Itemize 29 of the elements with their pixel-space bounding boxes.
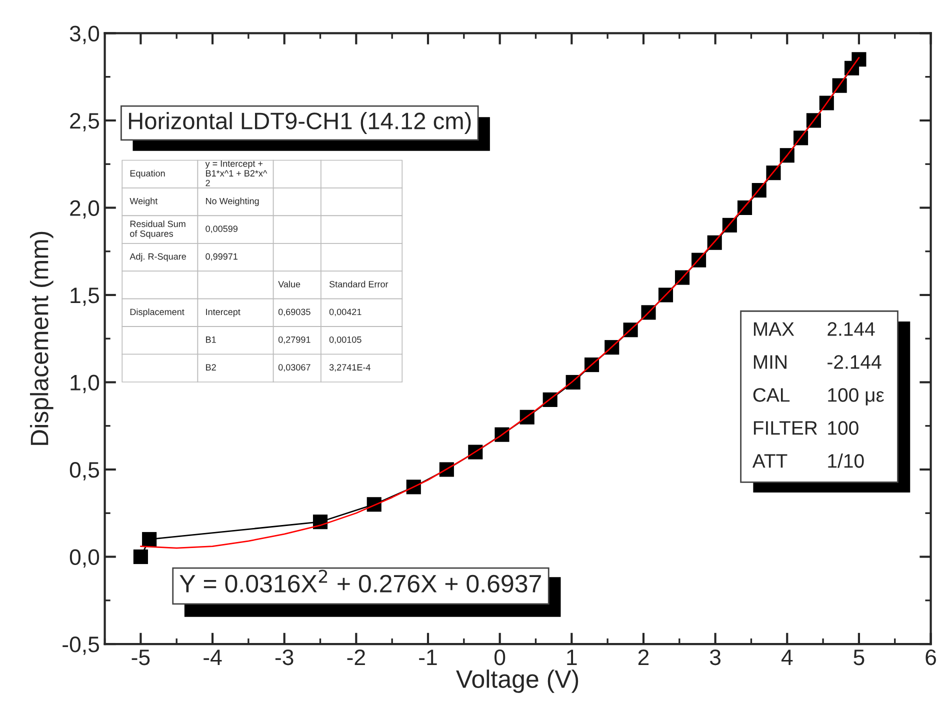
x-tick-label: -4 [204,650,222,665]
x-tick-label: -1 [419,650,437,665]
point [852,52,866,67]
annotation: Horizontal LDT9-CH1 (14.12 cm) [129,112,471,134]
x-tick-label: 1 [567,650,577,665]
y-tick-label: 2,5 [70,113,99,132]
y-tick-label: 0,0 [70,549,100,568]
text: Equation y = Intercept + B1*x^1 + B2*x^ 2 Weight No Weighting Residual Sum of Squares 0,00599 Adj. R-Square 0,99971 Value Standard Error Displacement Intercept 0,69035 0,00421 B1 0,27991 0,00105 B2 0,03067 3,2741E-4 [130,160,388,372]
y-tick-label: 1,0 [70,374,100,394]
annotation: Y = 0.0316X$^{2}$ + 0.276X + 0.6937 [180,570,541,593]
y-tick-label: 3,0 [70,26,100,44]
y-tick-label: 2,0 [70,200,100,219]
point [142,532,157,547]
x-tick-label: 6 [926,649,936,666]
y-tick-label: -0,5 [62,636,99,655]
x-tick-label: -3 [275,649,294,666]
x-axis-title: Voltage (V) [456,670,578,693]
x-tick-label: 4 [781,650,793,665]
y-axis-title: Displacement (mm) [30,232,54,445]
text: MAX 2.144 MIN -2.144 CAL 100 με FILTER 100 ATT 1/10 [752,322,884,468]
x-tick-label: 2 [638,649,649,665]
x-tick-label: 5 [854,650,864,666]
x-tick-label: 0 [494,649,506,666]
x-tick-label: -2 [347,649,365,665]
y-tick-label: 1,5 [70,288,99,306]
x-tick-label: 3 [710,649,721,666]
x-tick-label: -5 [132,650,150,666]
y-tick-label: 0,5 [70,462,99,480]
point [133,549,148,564]
